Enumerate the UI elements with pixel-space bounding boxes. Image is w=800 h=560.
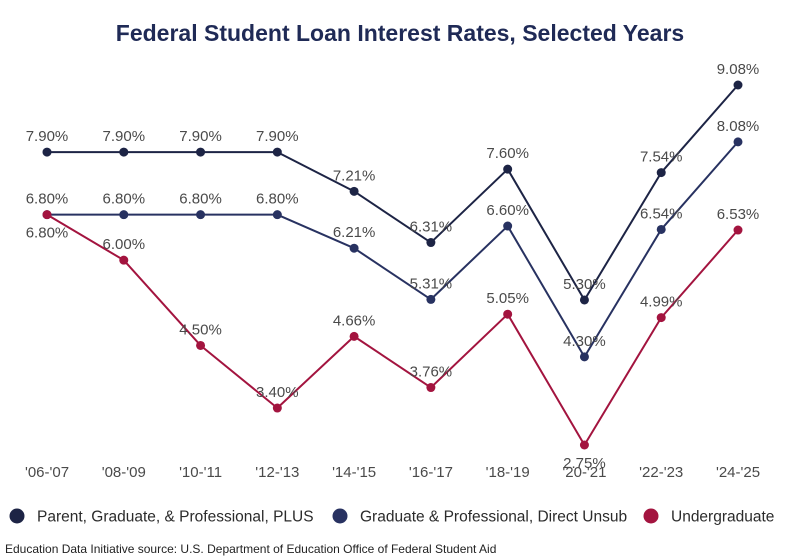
x-tick-label: '10-'11 xyxy=(179,464,222,481)
data-label: 6.21% xyxy=(333,224,376,241)
x-tick-label: '22-'23 xyxy=(639,464,683,481)
data-point xyxy=(503,221,513,231)
series-1: 7.90% 7.90% 7.90% 7.90% 7.21% 6.31% 7.60% 5.30%… xyxy=(26,61,760,305)
data-label: 8.08% xyxy=(717,118,760,135)
x-tick-label: '16-'17 xyxy=(409,464,453,481)
data-point xyxy=(42,147,52,157)
data-label: 2.75% xyxy=(563,455,606,472)
data-label: 4.50% xyxy=(179,321,222,338)
data-point xyxy=(349,186,359,196)
data-label: 5.31% xyxy=(410,275,453,292)
series-layer: 7.90% 7.90% 7.90% 7.90% 7.21% 6.31% 7.60% 5.30%… xyxy=(26,61,760,472)
x-tick-label: '14-'15 xyxy=(332,464,376,481)
data-point xyxy=(119,255,129,265)
data-label: 7.21% xyxy=(333,167,376,184)
legend-item-2: Graduate & Professional, Direct Unsub xyxy=(332,508,627,526)
legend: Parent, Graduate, & Professional, PLUS Gr… xyxy=(9,508,774,526)
series-line xyxy=(47,84,739,301)
series-2: 6.80% 6.80% 6.80% 6.80% 6.21% 5.31% 6.60% 4.30%… xyxy=(26,118,760,362)
chart-title: Federal Student Loan Interest Rates, Sel… xyxy=(116,20,684,46)
data-label: 6.80% xyxy=(26,225,69,242)
data-point xyxy=(656,168,666,178)
x-tick-label: '06-'07 xyxy=(25,464,69,481)
data-label: 4.99% xyxy=(640,294,683,311)
x-axis-ticks: '06-'07 '08-'09 '10-'11 '12-'13 '14-'15 '16-'… xyxy=(25,464,760,481)
data-label: 7.54% xyxy=(640,149,683,166)
data-point xyxy=(579,295,589,305)
legend-marker xyxy=(9,508,25,524)
data-label: 7.90% xyxy=(26,128,69,145)
data-label: 6.53% xyxy=(717,206,760,223)
data-point xyxy=(196,210,206,220)
data-label: 7.60% xyxy=(486,145,529,162)
data-point xyxy=(426,383,436,393)
legend-item-1: Parent, Graduate, & Professional, PLUS xyxy=(9,508,314,526)
data-point xyxy=(196,147,206,157)
data-label: 9.08% xyxy=(717,61,760,78)
data-label: 3.76% xyxy=(410,364,453,381)
series-line xyxy=(46,213,739,446)
data-label: 7.90% xyxy=(179,128,222,145)
data-label: 7.90% xyxy=(256,128,299,145)
data-point xyxy=(119,147,129,157)
data-label: 6.80% xyxy=(179,191,222,208)
data-point xyxy=(196,340,206,350)
data-label: 3.40% xyxy=(256,384,299,401)
data-label: 6.31% xyxy=(410,219,453,236)
data-point xyxy=(656,224,666,234)
data-point xyxy=(656,313,666,323)
data-point xyxy=(272,210,282,220)
legend-label: Parent, Graduate, & Professional, PLUS xyxy=(37,509,314,526)
data-label: 4.66% xyxy=(333,312,376,329)
data-point xyxy=(733,80,743,90)
data-label: 4.30% xyxy=(563,333,606,350)
source-note: Education Data Initiative source: U.S. D… xyxy=(5,542,496,556)
data-point xyxy=(733,225,743,235)
series-3: 6.80% 6.00% 4.50% 3.40% 4.66% 3.76% 5.05% 2.75%… xyxy=(26,206,760,472)
legend-label: Graduate & Professional, Direct Unsub xyxy=(360,509,627,526)
data-point xyxy=(503,164,513,174)
data-label: 6.54% xyxy=(640,205,683,222)
data-label: 5.05% xyxy=(486,290,529,307)
data-point xyxy=(272,147,282,157)
x-tick-label: '24-'25 xyxy=(716,464,760,481)
data-label: 6.80% xyxy=(26,191,69,208)
legend-marker xyxy=(643,508,659,524)
data-point xyxy=(119,210,129,220)
data-point xyxy=(272,403,282,413)
data-label: 6.00% xyxy=(103,236,146,253)
x-tick-label: '08-'09 xyxy=(102,464,146,481)
data-point xyxy=(426,238,436,248)
legend-label: Undergraduate xyxy=(671,509,774,526)
x-tick-label: '20-'21 xyxy=(562,464,606,481)
data-label: 7.90% xyxy=(103,128,146,145)
data-point xyxy=(426,294,436,304)
data-label: 6.60% xyxy=(486,202,529,219)
legend-item-3: Undergraduate xyxy=(643,508,774,526)
data-label: 6.80% xyxy=(103,191,146,208)
x-tick-label: '12-'13 xyxy=(255,464,299,481)
data-label: 6.80% xyxy=(256,191,299,208)
data-point xyxy=(579,352,589,362)
x-tick-label: '18-'19 xyxy=(486,464,530,481)
data-label: 5.30% xyxy=(563,276,606,293)
data-point xyxy=(349,331,359,341)
data-point xyxy=(349,243,359,253)
data-point xyxy=(503,309,513,319)
data-point xyxy=(733,137,743,147)
series-line xyxy=(47,141,739,358)
legend-marker xyxy=(332,508,348,524)
data-point xyxy=(579,440,589,450)
data-point xyxy=(42,210,52,220)
